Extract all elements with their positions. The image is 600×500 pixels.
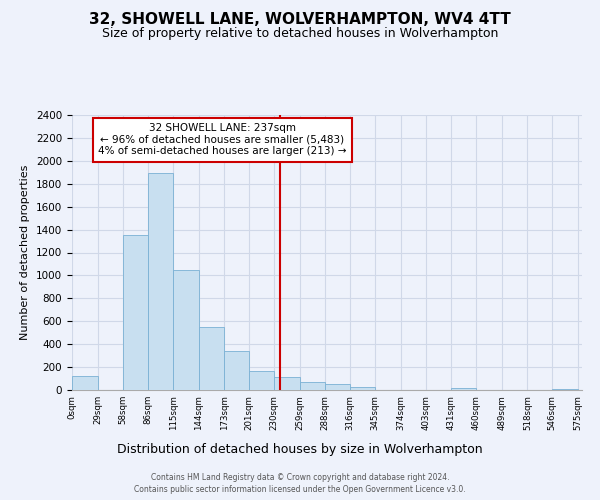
Bar (199, 327, 224, 390)
Bar (224, 351, 249, 390)
Bar (72, 376, 97, 390)
Text: Size of property relative to detached houses in Wolverhampton: Size of property relative to detached ho… (102, 28, 498, 40)
Bar (123, 236, 148, 390)
Text: Distribution of detached houses by size in Wolverhampton: Distribution of detached houses by size … (117, 442, 483, 456)
Y-axis label: Number of detached properties: Number of detached properties (20, 165, 31, 340)
Bar (552, 389, 578, 390)
Bar (148, 174, 173, 390)
Bar (249, 371, 274, 390)
Text: Contains public sector information licensed under the Open Government Licence v3: Contains public sector information licen… (134, 485, 466, 494)
Text: 32, SHOWELL LANE, WOLVERHAMPTON, WV4 4TT: 32, SHOWELL LANE, WOLVERHAMPTON, WV4 4TT (89, 12, 511, 28)
Bar (451, 388, 476, 390)
Bar (173, 270, 199, 390)
Bar (274, 378, 300, 390)
Text: 32 SHOWELL LANE: 237sqm
← 96% of detached houses are smaller (5,483)
4% of semi-: 32 SHOWELL LANE: 237sqm ← 96% of detache… (98, 123, 347, 156)
Bar (325, 384, 350, 390)
Text: Contains HM Land Registry data © Crown copyright and database right 2024.: Contains HM Land Registry data © Crown c… (151, 472, 449, 482)
Bar (350, 386, 376, 390)
Bar (300, 382, 325, 390)
